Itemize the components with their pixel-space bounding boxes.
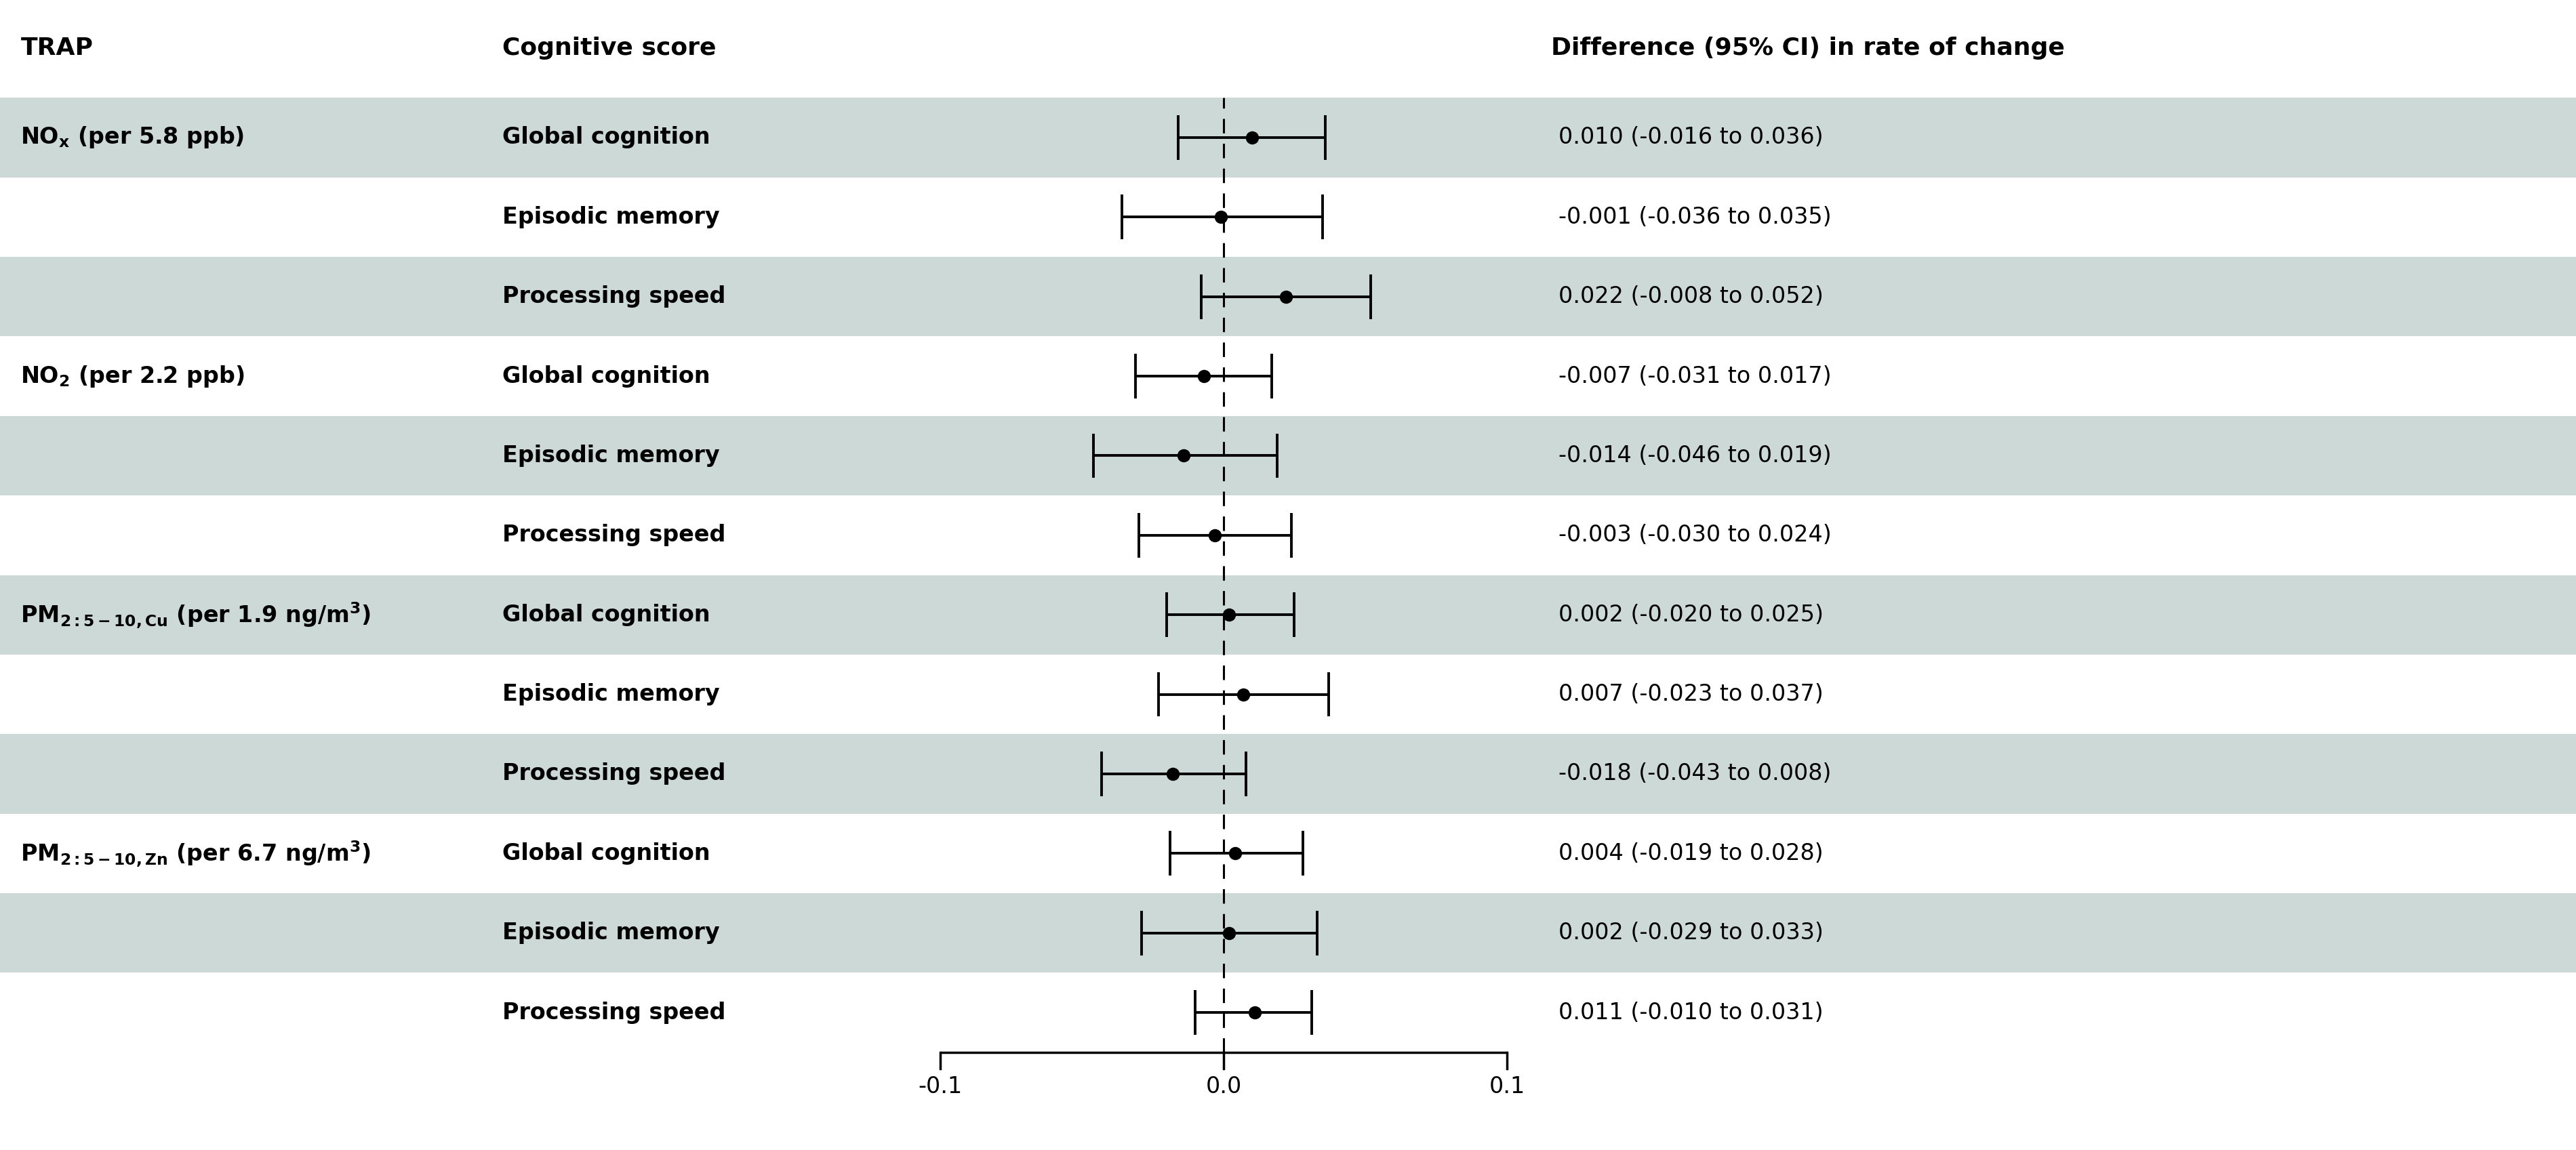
- Text: Episodic memory: Episodic memory: [502, 683, 719, 705]
- Text: 0.0: 0.0: [1206, 1075, 1242, 1097]
- Text: Global cognition: Global cognition: [502, 842, 711, 865]
- Text: Difference (95% CI) in rate of change: Difference (95% CI) in rate of change: [1551, 37, 2063, 60]
- Bar: [0, 177, 2576, 256]
- Bar: [0, 973, 2576, 1052]
- Text: Episodic memory: Episodic memory: [502, 206, 719, 228]
- Bar: [0, 336, 2576, 416]
- Bar: [0, 496, 2576, 575]
- Text: -0.1: -0.1: [917, 1075, 963, 1097]
- Text: 0.022 (-0.008 to 0.052): 0.022 (-0.008 to 0.052): [1558, 285, 1824, 308]
- Text: TRAP: TRAP: [21, 37, 93, 60]
- Text: 0.002 (-0.020 to 0.025): 0.002 (-0.020 to 0.025): [1558, 604, 1824, 626]
- Text: $\mathbf{NO_2}$ (per 2.2 ppb): $\mathbf{NO_2}$ (per 2.2 ppb): [21, 363, 245, 389]
- Text: Global cognition: Global cognition: [502, 604, 711, 626]
- Bar: [0, 894, 2576, 973]
- Text: 0.004 (-0.019 to 0.028): 0.004 (-0.019 to 0.028): [1558, 842, 1824, 865]
- Text: -0.001 (-0.036 to 0.035): -0.001 (-0.036 to 0.035): [1558, 206, 1832, 228]
- Text: Episodic memory: Episodic memory: [502, 922, 719, 944]
- Text: $\mathbf{PM_{2:5-10,Zn}}$ (per 6.7 ng/m$\mathbf{^3}$): $\mathbf{PM_{2:5-10,Zn}}$ (per 6.7 ng/m$…: [21, 838, 371, 868]
- Text: Processing speed: Processing speed: [502, 1002, 726, 1024]
- Text: 0.010 (-0.016 to 0.036): 0.010 (-0.016 to 0.036): [1558, 126, 1824, 148]
- Bar: [0, 0, 2576, 98]
- Text: Processing speed: Processing speed: [502, 762, 726, 785]
- Bar: [0, 814, 2576, 894]
- Bar: [0, 1052, 2576, 1150]
- Text: -0.014 (-0.046 to 0.019): -0.014 (-0.046 to 0.019): [1558, 445, 1832, 467]
- Bar: [0, 416, 2576, 496]
- Text: Episodic memory: Episodic memory: [502, 445, 719, 467]
- Bar: [0, 575, 2576, 654]
- Text: 0.1: 0.1: [1489, 1075, 1525, 1097]
- Text: Processing speed: Processing speed: [502, 524, 726, 546]
- Bar: [0, 654, 2576, 734]
- Text: 0.007 (-0.023 to 0.037): 0.007 (-0.023 to 0.037): [1558, 683, 1824, 705]
- Text: Global cognition: Global cognition: [502, 126, 711, 148]
- Text: -0.003 (-0.030 to 0.024): -0.003 (-0.030 to 0.024): [1558, 524, 1832, 546]
- Text: $\mathbf{PM_{2:5-10,Cu}}$ (per 1.9 ng/m$\mathbf{^3}$): $\mathbf{PM_{2:5-10,Cu}}$ (per 1.9 ng/m$…: [21, 600, 371, 629]
- Text: Cognitive score: Cognitive score: [502, 37, 716, 60]
- Text: $\mathbf{NO_x}$ (per 5.8 ppb): $\mathbf{NO_x}$ (per 5.8 ppb): [21, 125, 245, 150]
- Text: 0.002 (-0.029 to 0.033): 0.002 (-0.029 to 0.033): [1558, 922, 1824, 944]
- Bar: [0, 256, 2576, 336]
- Text: Processing speed: Processing speed: [502, 285, 726, 308]
- Bar: [0, 98, 2576, 177]
- Text: 0.011 (-0.010 to 0.031): 0.011 (-0.010 to 0.031): [1558, 1002, 1824, 1024]
- Text: -0.018 (-0.043 to 0.008): -0.018 (-0.043 to 0.008): [1558, 762, 1832, 785]
- Bar: [0, 734, 2576, 814]
- Text: -0.007 (-0.031 to 0.017): -0.007 (-0.031 to 0.017): [1558, 365, 1832, 388]
- Text: Global cognition: Global cognition: [502, 365, 711, 388]
